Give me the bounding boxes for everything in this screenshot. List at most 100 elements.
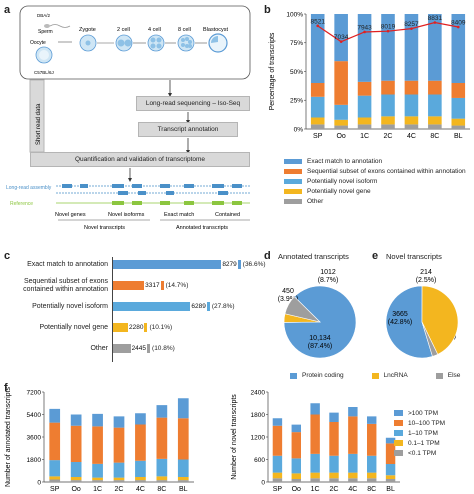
bar-segment xyxy=(70,414,82,426)
bar-segment xyxy=(334,61,348,105)
bar-segment xyxy=(329,478,339,482)
x-tick-label: 1C xyxy=(360,133,369,140)
bar-segment xyxy=(135,477,146,481)
y-tick-label: 3600 xyxy=(27,434,42,441)
sperm-label: Sperm xyxy=(38,29,53,35)
bar-category-label: Exact match to annotation xyxy=(27,261,108,268)
y-axis-label: Number of annotated transcripts xyxy=(5,387,12,487)
bar-segment xyxy=(451,97,466,119)
legend-b-label: Potentially novel isoform xyxy=(307,177,378,185)
pie-legend-item: Else xyxy=(435,372,461,379)
bar-segment xyxy=(367,472,377,479)
x-tick-label: 4C xyxy=(348,486,357,493)
bar-segment xyxy=(385,479,396,482)
pie-slice xyxy=(284,296,321,323)
bar-segment xyxy=(367,416,377,424)
bar-value-label: 6289 xyxy=(190,302,207,311)
chart-c: Exact match to annotation 8279 (36.6%) Sequ… xyxy=(0,250,266,380)
panel-label-d: d xyxy=(264,250,271,262)
bar-segment xyxy=(272,478,283,482)
bar-segment xyxy=(177,477,189,481)
novel-transcripts-label: Novel transcripts xyxy=(84,225,125,231)
bar-segment xyxy=(177,480,189,482)
bar-segment xyxy=(404,116,419,125)
bar-segment xyxy=(92,413,103,427)
legend-f-item: >100 TPM xyxy=(394,408,474,418)
bar-segment xyxy=(113,477,125,481)
y-tick-label: 600 xyxy=(254,457,265,464)
x-tick-label: 8C xyxy=(430,133,439,140)
bar-segment xyxy=(404,80,419,95)
legend-f-item: 0.1–1 TPM xyxy=(394,438,474,448)
panel-label-c: c xyxy=(4,250,11,262)
chart-e: 4690(54.7%)3665(42.8%)214(2.5%) xyxy=(385,269,459,359)
panel-b: b 0% 25% 50% 75% 100% SP Oo 1C 2C 4C 8C BL Percentag… xyxy=(262,0,474,232)
bar-segment xyxy=(70,425,82,462)
bar-segment xyxy=(428,116,442,125)
bar-segment xyxy=(385,437,396,444)
bar-segment xyxy=(156,480,168,482)
x-tick-label: 2C xyxy=(330,486,339,493)
bar-percent-label: (27.8%) xyxy=(211,303,235,310)
pie-legend-item: Protein coding xyxy=(290,372,344,379)
bar-segment xyxy=(404,14,419,81)
legend-b-label: Exact match to annotation xyxy=(307,157,383,165)
legend-f-item: 10–100 TPM xyxy=(394,418,474,428)
pie-slice xyxy=(385,285,433,359)
legend-f-label: 10–100 TPM xyxy=(408,419,446,427)
transcript-annotation-box: Transcript annotation xyxy=(138,122,238,137)
x-tick-label: BL xyxy=(386,486,395,493)
reference-track xyxy=(56,201,250,205)
bar-segment xyxy=(310,478,320,482)
stage-8cell: 8 cell xyxy=(178,27,191,33)
bar-segment xyxy=(329,455,339,473)
novel-genes-label: Novel genes xyxy=(55,212,86,218)
bar-segment xyxy=(92,480,103,482)
bar-segment xyxy=(291,458,301,474)
bar-segment xyxy=(70,477,82,481)
legend-swatch xyxy=(394,410,403,416)
x-tick-label: 4C xyxy=(136,486,145,493)
bar-segment xyxy=(334,125,348,129)
legend-b-item: Sequential subset of exons contained wit… xyxy=(284,166,472,176)
y-tick-label: 0 xyxy=(37,479,41,486)
long-read-box: Long-read sequencing – Iso-Seq xyxy=(136,96,250,111)
bar-category-label: Other xyxy=(90,345,108,352)
legend-b: Exact match to annotation Sequential sub… xyxy=(284,156,472,206)
legend-b-label: Other xyxy=(307,197,324,205)
legend-swatch xyxy=(435,372,443,379)
bar-segment xyxy=(385,443,396,464)
line-point xyxy=(433,21,437,24)
bar-segment xyxy=(310,83,325,97)
panel-a: a DBA/2 Sperm Oocyte C57BL/6J Zygote 2 c… xyxy=(0,0,262,232)
bar-segment xyxy=(156,458,168,477)
y-tick-label: 0 xyxy=(261,479,265,486)
bar-segment xyxy=(70,480,82,482)
panel-label-f: f xyxy=(4,382,8,394)
contained-label: Contained xyxy=(215,212,240,218)
bar-segment xyxy=(113,462,125,478)
y-axis xyxy=(112,257,113,362)
x-tick-label: BL xyxy=(179,486,188,493)
pie-legend-label: Else xyxy=(447,372,461,379)
bar-segment xyxy=(272,455,283,473)
bar-segment xyxy=(329,422,339,456)
bar-category-label: Sequential subset of exons contained wit… xyxy=(23,278,108,293)
legend-f-item: 1–10 TPM xyxy=(394,428,474,438)
bar-segment xyxy=(381,94,395,117)
bar: 6289 xyxy=(112,302,210,311)
legend-f-label: <0.1 TPM xyxy=(408,449,437,457)
legend-swatch xyxy=(290,372,297,379)
bar-percent-label: (14.7%) xyxy=(165,282,189,289)
y-tick-label: 50% xyxy=(290,69,303,76)
bar-segment xyxy=(451,83,466,98)
oocyte-label: Oocyte xyxy=(30,40,46,46)
bar-segment xyxy=(329,472,339,479)
bar-segment xyxy=(310,124,325,129)
bar-segment xyxy=(156,405,168,418)
reference-label: Reference xyxy=(10,201,33,207)
x-tick-label: 1C xyxy=(93,486,102,493)
x-tick-label: Oo xyxy=(71,486,80,493)
y-tick-label: 25% xyxy=(290,98,303,105)
line-label: 8409 xyxy=(451,20,466,27)
